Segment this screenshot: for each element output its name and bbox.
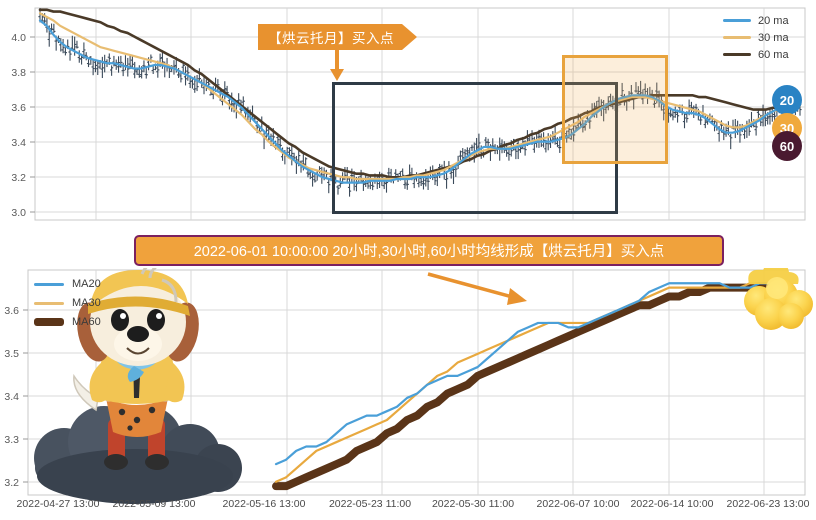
legend-item-ma20: 20 ma	[723, 13, 789, 28]
xtick-0: 2022-04-27 13:00	[17, 498, 100, 510]
top-y-tickmarks	[30, 37, 35, 212]
xtick-6: 2022-06-14 10:00	[631, 498, 714, 510]
legend-item-ma20-bottom: MA20	[34, 276, 101, 292]
xtick-4: 2022-05-30 11:00	[432, 498, 514, 510]
legend-label-ma30: 30 ma	[758, 32, 789, 44]
ma-badge-60-label: 60	[780, 139, 794, 154]
xtick-5: 2022-06-07 10:00	[537, 498, 620, 510]
legend-label-ma20-bottom: MA20	[72, 278, 101, 290]
bottom-chart-legend: MA20 MA30 MA60	[34, 276, 101, 333]
xtick-1: 2022-05-09 13:00	[113, 498, 196, 510]
legend-label-ma30-bottom: MA30	[72, 297, 101, 309]
top-ytick-2: 3.6	[11, 102, 26, 114]
ma-badge-20: 20	[772, 85, 802, 115]
ma-badge-60: 60	[772, 131, 802, 161]
buy-point-callout: 【烘云托月】买入点	[258, 24, 417, 50]
legend-swatch-ma30	[723, 36, 751, 39]
signal-message-banner: 2022-06-01 10:00:00 20小时,30小时,60小时均线形成【烘…	[134, 235, 724, 266]
legend-item-ma30: 30 ma	[723, 30, 789, 45]
legend-swatch-ma60-bottom	[34, 318, 64, 326]
legend-swatch-ma30-bottom	[34, 302, 64, 305]
xtick-3: 2022-05-23 11:00	[329, 498, 411, 510]
top-ytick-4: 3.2	[11, 172, 26, 184]
legend-label-ma60-bottom: MA60	[72, 316, 101, 328]
callout-down-arrow-icon	[327, 50, 347, 82]
ma-badge-20-label: 20	[780, 93, 794, 108]
signal-message-text: 2022-06-01 10:00:00 20小时,30小时,60小时均线形成【烘…	[194, 240, 665, 261]
xtick-7: 2022-06-23 13:00	[727, 498, 810, 510]
chart-screenshot: 4.0 3.8 3.6 3.4 3.2 3.0 【烘云托月】买入点 20 ma	[0, 0, 816, 520]
legend-swatch-ma20	[723, 19, 751, 22]
bottom-chart-panel: MA20 MA30 MA60 3.6 3.5 3.4 3.3	[0, 268, 816, 520]
top-ytick-0: 4.0	[11, 32, 26, 44]
top-chart-legend: 20 ma 30 ma 60 ma	[723, 13, 789, 64]
top-ytick-3: 3.4	[11, 137, 26, 149]
legend-swatch-ma20-bottom	[34, 283, 64, 286]
legend-item-ma60-bottom: MA60	[34, 314, 101, 330]
buy-point-callout-label: 【烘云托月】买入点	[258, 24, 402, 50]
legend-label-ma60: 60 ma	[758, 49, 789, 61]
top-ytick-1: 3.8	[11, 67, 26, 79]
top-chart-panel: 4.0 3.8 3.6 3.4 3.2 3.0 【烘云托月】买入点 20 ma	[0, 0, 816, 232]
legend-label-ma20: 20 ma	[758, 15, 789, 27]
buy-point-highlight-rect	[562, 55, 668, 164]
legend-item-ma60: 60 ma	[723, 47, 789, 62]
x-axis-labels: 2022-04-27 13:00 2022-05-09 13:00 2022-0…	[0, 492, 816, 520]
legend-item-ma30-bottom: MA30	[34, 295, 101, 311]
bottom-chart-svg	[0, 268, 816, 520]
callout-arrow-tip	[402, 24, 417, 50]
legend-swatch-ma60	[723, 53, 751, 56]
top-ytick-5: 3.0	[11, 207, 26, 219]
xtick-2: 2022-05-16 13:00	[223, 498, 306, 510]
